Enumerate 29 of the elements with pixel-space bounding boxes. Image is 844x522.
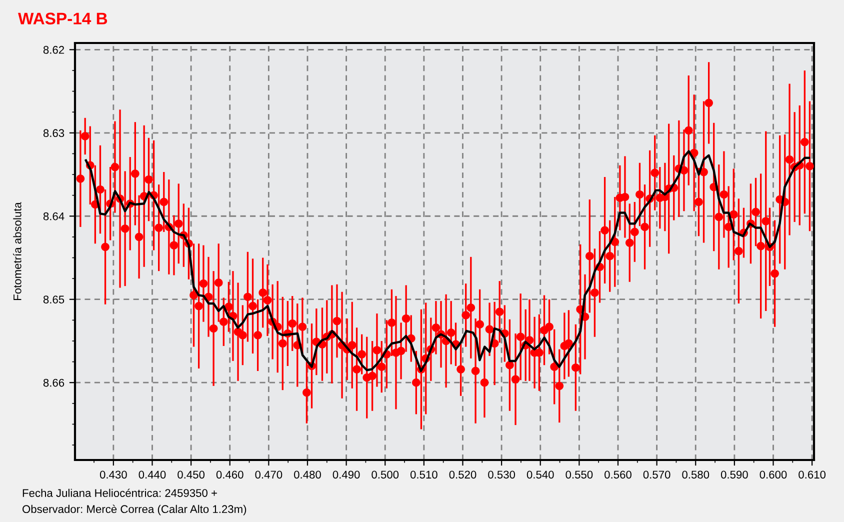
x-tick-label: 0.480: [294, 470, 321, 479]
y-axis-title: Fotometría absoluta: [13, 202, 22, 300]
y-tick-label: 8.62: [43, 46, 64, 54]
x-tick-label: 0.450: [178, 470, 205, 479]
x-tick-label: 0.600: [760, 470, 787, 479]
x-axis-title: Fecha Juliana Heliocéntrica: 2459350 +: [22, 488, 217, 497]
x-tick-label: 0.610: [798, 470, 826, 479]
x-tick-label: 0.540: [526, 470, 554, 479]
x-tick-label: 0.500: [372, 470, 399, 479]
text: Observador: Mercè Correa (Calar Alto 1.23m): [22, 504, 246, 516]
line-series: [84, 150, 810, 372]
x-tick-label: 0.520: [449, 470, 476, 479]
x-tick-label: 0.530: [488, 470, 516, 479]
x-tick-label: 0.550: [566, 470, 593, 479]
x-tick-label: 0.580: [682, 470, 710, 479]
x-tick-label: 0.510: [410, 470, 438, 479]
x-tick-label: 0.570: [643, 470, 670, 479]
y-tick-label: 8.64: [43, 212, 64, 220]
y-tick-label: 8.63: [43, 129, 64, 138]
y-tick-label: 8.66: [43, 378, 64, 387]
chart-title: WASP-14 B: [18, 12, 108, 24]
y-tick-label: 8.65: [43, 296, 64, 304]
x-tick-label: 0.590: [720, 470, 748, 479]
x-tick-label: 0.470: [255, 470, 282, 479]
x-tick-label: 0.490: [332, 470, 360, 479]
x-tick-label: 0.440: [138, 470, 166, 479]
x-tick-label: 0.460: [216, 470, 244, 479]
x-tick-label: 0.560: [604, 470, 632, 479]
x-tick-label: 0.430: [100, 470, 127, 479]
